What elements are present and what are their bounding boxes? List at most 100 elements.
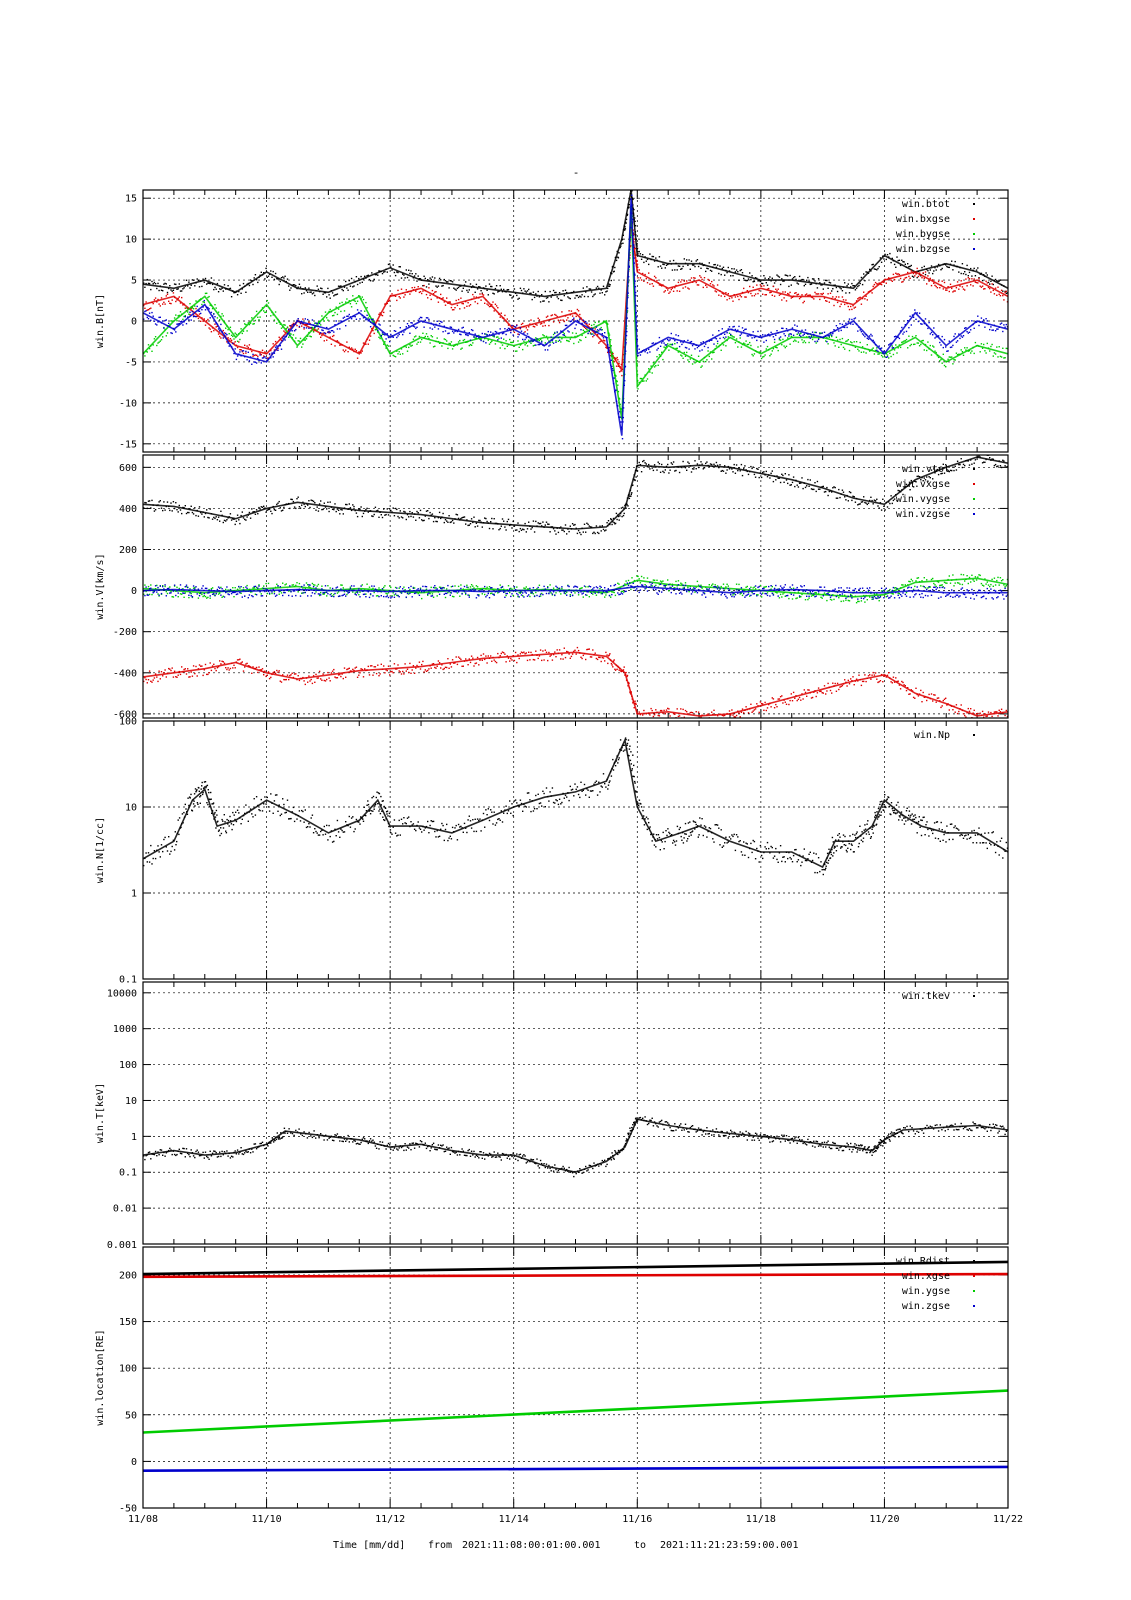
data-point [247,665,249,667]
data-point [507,657,510,659]
data-point [487,339,489,341]
data-point [593,654,595,656]
data-point [273,278,276,281]
data-point [850,305,852,308]
data-point [482,653,485,655]
data-point [492,292,494,294]
data-point [454,518,456,520]
data-point [166,293,169,295]
y-tick-label: 400 [119,504,137,515]
data-point [954,711,956,713]
data-point [604,294,606,296]
data-point [662,358,664,361]
data-point [476,525,479,527]
data-point [248,511,251,514]
data-point [494,303,497,305]
data-point [512,325,514,327]
data-point [252,355,254,357]
data-point [168,322,170,325]
data-point [687,339,689,342]
data-point [741,708,744,710]
data-point [254,274,257,276]
data-point [264,588,266,590]
data-point [284,679,286,681]
data-point [492,656,494,659]
data-point [145,502,147,504]
data-point [170,332,172,334]
data-point [418,291,421,294]
data-point [405,289,407,291]
data-point [847,283,849,285]
data-point [764,474,766,476]
data-point [810,336,813,338]
data-point [151,311,153,314]
data-point [404,511,406,513]
data-point [617,384,619,386]
data-point [772,348,775,350]
data-point [708,340,710,342]
data-point [267,358,270,360]
data-point [971,463,973,465]
data-point [922,319,924,322]
data-point [667,263,669,266]
data-point [191,511,194,514]
data-point [574,335,576,338]
data-point [264,507,266,509]
data-point [606,290,608,292]
data-point [661,351,663,353]
data-point [689,358,691,360]
data-point [304,683,306,686]
data-point [276,322,278,324]
data-point [354,509,356,512]
data-point [675,469,677,472]
data-point [801,477,803,479]
data-point [517,333,519,335]
data-point [566,324,568,327]
data-point [441,298,443,300]
data-point [628,494,630,496]
data-point [321,585,323,587]
data-point [304,287,306,289]
data-point [296,287,298,290]
data-point [385,669,387,671]
data-point [994,463,997,466]
data-point [836,290,839,293]
data-point [829,490,832,492]
data-point [664,469,666,471]
data-point [485,285,487,287]
data-point [352,315,354,318]
data-point [772,480,775,483]
data-point [800,482,802,484]
data-point [367,274,369,276]
data-point [889,278,891,280]
data-point [422,660,424,663]
data-point [188,511,190,514]
data-point [615,259,618,262]
data-point [569,525,571,527]
data-point [951,356,953,358]
plot-area [143,455,1008,718]
data-point [829,689,832,692]
data-point [612,352,614,355]
data-point [681,343,683,346]
data-point [722,266,725,268]
data-point [547,523,549,525]
data-point [242,350,245,352]
data-point [897,273,899,275]
data-point [544,342,546,344]
data-point [249,517,252,519]
data-point [619,403,621,406]
data-point [905,338,908,341]
data-point [813,488,815,491]
data-point [615,358,617,360]
data-point [469,343,472,346]
data-point [309,323,311,325]
data-point [650,365,652,367]
data-point [749,334,751,336]
data-point [1003,285,1005,287]
data-point [762,471,764,474]
y-tick-label: -400 [113,668,137,679]
data-point [573,524,575,526]
legend-marker-win-btot [973,203,975,205]
data-point [629,692,632,694]
